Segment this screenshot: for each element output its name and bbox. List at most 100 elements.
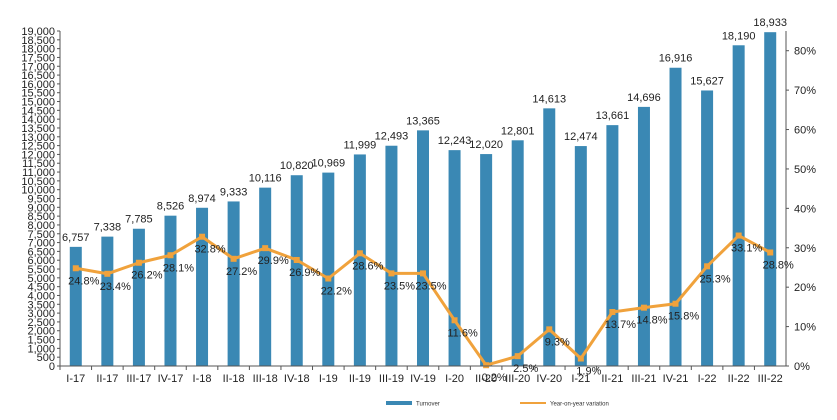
left-tick-label: 3,500 bbox=[27, 299, 55, 311]
right-tick-label: 50% bbox=[794, 164, 816, 176]
turnover-value-label: 10,820 bbox=[280, 160, 314, 172]
left-tick-label: 4,500 bbox=[27, 282, 55, 294]
turnover-bar bbox=[417, 130, 429, 366]
variation-point bbox=[262, 245, 269, 252]
variation-point bbox=[767, 249, 774, 256]
variation-point bbox=[514, 353, 521, 360]
turnover-bar bbox=[385, 145, 398, 366]
left-tick-label: 6,500 bbox=[27, 246, 55, 258]
turnover-value-label: 14,613 bbox=[532, 93, 566, 105]
x-tick-label: IV-19 bbox=[410, 373, 436, 385]
right-tick-label: 40% bbox=[794, 203, 816, 215]
x-tick-label: IV-20 bbox=[536, 373, 562, 385]
turnover-bar bbox=[164, 215, 177, 366]
x-tick-label: I-18 bbox=[193, 373, 212, 385]
variation-value-label: 28.1% bbox=[163, 262, 194, 274]
variation-value-label: 2.5% bbox=[513, 363, 538, 375]
turnover-bar bbox=[196, 207, 209, 366]
x-tick-label: IV-17 bbox=[158, 373, 184, 385]
left-tick-label: 15,500 bbox=[21, 88, 55, 100]
x-tick-label: I-20 bbox=[445, 373, 464, 385]
x-tick-label: II-18 bbox=[223, 373, 245, 385]
left-tick-label: 14,500 bbox=[21, 105, 55, 117]
left-tick-label: 18,000 bbox=[21, 44, 55, 56]
left-tick-label: 7,500 bbox=[27, 229, 55, 241]
turnover-value-label: 7,785 bbox=[125, 214, 153, 226]
right-tick-label: 70% bbox=[794, 85, 816, 97]
left-tick-label: 16,000 bbox=[21, 79, 55, 91]
turnover-value-label: 8,526 bbox=[157, 201, 185, 213]
turnover-bar bbox=[764, 32, 777, 367]
right-tick-label: 10% bbox=[794, 322, 816, 334]
x-tick-label: II-19 bbox=[349, 373, 371, 385]
left-tick-label: 500 bbox=[37, 352, 55, 364]
left-tick-label: 5,000 bbox=[27, 273, 55, 285]
turnover-value-label: 12,020 bbox=[469, 139, 503, 151]
x-tick-label: III-22 bbox=[758, 373, 783, 385]
left-tick-label: 14,000 bbox=[21, 114, 55, 126]
left-tick-label: 8,000 bbox=[27, 220, 55, 232]
turnover-bar bbox=[69, 246, 82, 366]
turnover-bar bbox=[574, 146, 587, 366]
turnover-bar bbox=[669, 67, 682, 367]
turnover-value-label: 18,933 bbox=[753, 17, 787, 29]
turnover-value-label: 6,757 bbox=[62, 232, 90, 244]
turnover-bar bbox=[480, 154, 493, 366]
turnover-value-label: 13,661 bbox=[596, 110, 630, 122]
variation-point bbox=[735, 232, 742, 239]
left-tick-label: 19,000 bbox=[21, 26, 55, 38]
variation-point bbox=[577, 355, 584, 362]
variation-point bbox=[325, 275, 332, 282]
variation-value-label: 15.8% bbox=[668, 311, 699, 323]
x-tick-label: III-20 bbox=[505, 373, 530, 385]
legend-turnover-swatch bbox=[386, 401, 412, 405]
left-tick-label: 9,500 bbox=[27, 194, 55, 206]
turnover-value-label: 14,696 bbox=[627, 92, 661, 104]
turnover-bar bbox=[606, 125, 619, 366]
left-tick-label: 10,500 bbox=[21, 176, 55, 188]
turnover-value-label: 8,974 bbox=[188, 193, 216, 205]
variation-point bbox=[104, 270, 111, 277]
turnover-value-label: 18,190 bbox=[722, 30, 756, 42]
variation-point bbox=[546, 326, 553, 333]
turnover-bar bbox=[227, 201, 240, 366]
variation-value-label: 11.6% bbox=[447, 327, 478, 339]
left-tick-label: 3,000 bbox=[27, 308, 55, 320]
turnover-value-label: 13,365 bbox=[406, 115, 440, 127]
left-tick-label: 15,000 bbox=[21, 97, 55, 109]
x-tick-label: I-19 bbox=[319, 373, 338, 385]
turnover-value-label: 7,338 bbox=[94, 222, 122, 234]
variation-point bbox=[356, 250, 363, 257]
turnover-value-label: 10,116 bbox=[249, 173, 282, 185]
variation-value-label: 13.7% bbox=[605, 319, 636, 331]
ticks-layer: 05001,0001,5002,0002,5003,0003,5004,0004… bbox=[21, 26, 816, 385]
x-tick-label: III-21 bbox=[631, 373, 656, 385]
x-tick-label: I-17 bbox=[66, 373, 85, 385]
variation-point bbox=[483, 362, 490, 369]
left-tick-label: 12,500 bbox=[21, 141, 55, 153]
turnover-value-label: 11,999 bbox=[343, 139, 376, 151]
turnover-value-label: 15,627 bbox=[690, 75, 724, 87]
variation-point bbox=[640, 304, 647, 311]
right-tick-label: 0% bbox=[794, 361, 810, 373]
variation-value-label: 27.2% bbox=[226, 266, 257, 278]
legend: Turnover Year-on-year variation bbox=[386, 401, 609, 408]
right-tick-label: 30% bbox=[794, 243, 816, 255]
left-tick-label: 16,500 bbox=[21, 70, 55, 82]
variation-line-layer bbox=[72, 232, 774, 369]
left-tick-label: 10,000 bbox=[21, 185, 55, 197]
left-tick-label: 1,000 bbox=[27, 343, 55, 355]
left-tick-label: 12,000 bbox=[21, 149, 55, 161]
turnover-bar bbox=[322, 172, 335, 366]
left-tick-label: 17,000 bbox=[21, 61, 55, 73]
variation-value-label: 23.4% bbox=[100, 281, 131, 293]
x-tick-label: I-22 bbox=[698, 373, 717, 385]
turnover-value-label: 9,333 bbox=[220, 186, 248, 198]
left-tick-label: 2,000 bbox=[27, 326, 55, 338]
left-tick-label: 11,500 bbox=[22, 158, 55, 170]
variation-point bbox=[72, 265, 79, 272]
left-tick-label: 5,500 bbox=[27, 264, 55, 276]
x-tick-label: II-20 bbox=[475, 373, 497, 385]
variation-point bbox=[420, 270, 426, 277]
turnover-bar bbox=[101, 236, 114, 366]
